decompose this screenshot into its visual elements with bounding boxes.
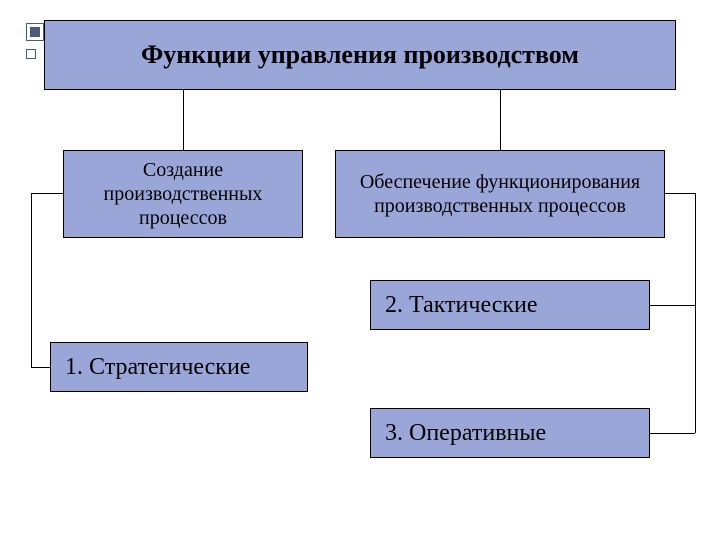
connector-title-left (183, 90, 184, 150)
connector-left-strategic-h (31, 367, 50, 368)
tactical-text: 2. Тактические (385, 291, 538, 320)
tactical-box: 2. Тактические (370, 280, 650, 330)
operative-box: 3. Оперативные (370, 408, 650, 458)
right-child-text: Обеспечение функционирования производств… (336, 170, 664, 218)
connector-left-strategic-v (31, 193, 63, 194)
title-box: Функции управления производством (44, 20, 676, 90)
operative-text: 3. Оперативные (385, 419, 546, 448)
connector-left-strategic-down (31, 193, 32, 367)
connector-tactical-h (650, 305, 695, 306)
strategic-text: 1. Стратегические (65, 353, 250, 382)
connector-right-bus-v (695, 193, 696, 433)
title-text: Функции управления производством (141, 39, 579, 70)
strategic-box: 1. Стратегические (50, 342, 308, 392)
right-child-box: Обеспечение функционирования производств… (335, 150, 665, 238)
left-child-text: Создание производственных процессов (64, 158, 302, 230)
left-child-box: Создание производственных процессов (63, 150, 303, 238)
connector-operative-h (650, 433, 695, 434)
connector-title-right (500, 90, 501, 150)
decor-bullet-large-inner (30, 27, 40, 37)
decor-bullet-small (26, 49, 36, 59)
connector-right-bus-h1 (665, 193, 695, 194)
